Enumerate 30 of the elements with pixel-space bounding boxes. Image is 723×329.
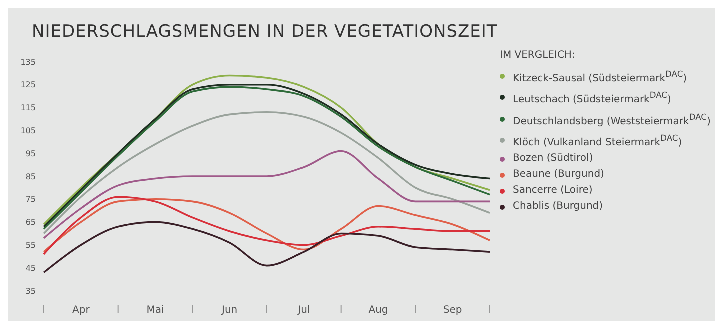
y-tick-label: 55 [26,241,36,250]
y-tick-label: 65 [26,218,36,228]
legend-label: Deutschlandsberg (Weststeiermark$^{DAC}$) [513,110,711,129]
y-tick-label: 85 [26,172,36,182]
legend-label: Chablis (Burgund) [513,200,604,214]
y-tick-label: 35 [26,286,36,296]
x-tick-label: Apr [72,305,91,316]
line-series [43,111,491,235]
legend-label: Bozen (Südtirol) [513,152,594,166]
line-series [43,150,491,240]
y-tick-label: 115 [20,104,36,113]
chart-title: NIEDERSCHLAGSMENGEN IN DER VEGETATIONSZEIT [31,21,499,42]
x-tick-label: Jul [297,305,310,316]
x-tick-label: Aug [368,305,388,316]
x-tick-label: Mai [146,305,164,316]
y-tick-label: 75 [26,195,36,204]
legend-label: Leutschach (Südsteiermark$^{DAC}$) [513,89,672,108]
y-tick-label: 45 [26,264,36,273]
legend-label: Kitzeck-Sausal (Südsteiermark$^{DAC}$) [513,68,688,86]
y-tick-label: 105 [20,126,36,136]
line-series [43,221,491,274]
y-tick-label: 135 [20,58,36,67]
y-tick-label: 125 [20,80,36,90]
x-tick-label: Sep [443,305,462,316]
legend-label: Beaune (Burgund) [513,168,604,182]
legend-label: Klöch (Vulkanland Steiermark$^{DAC}$) [513,132,682,150]
legend-title: IM VERGLEICH: [500,49,576,63]
x-tick-label: Jun [221,305,238,316]
y-tick-label: 95 [26,149,36,158]
legend-label: Sancerre (Loire) [513,184,593,198]
